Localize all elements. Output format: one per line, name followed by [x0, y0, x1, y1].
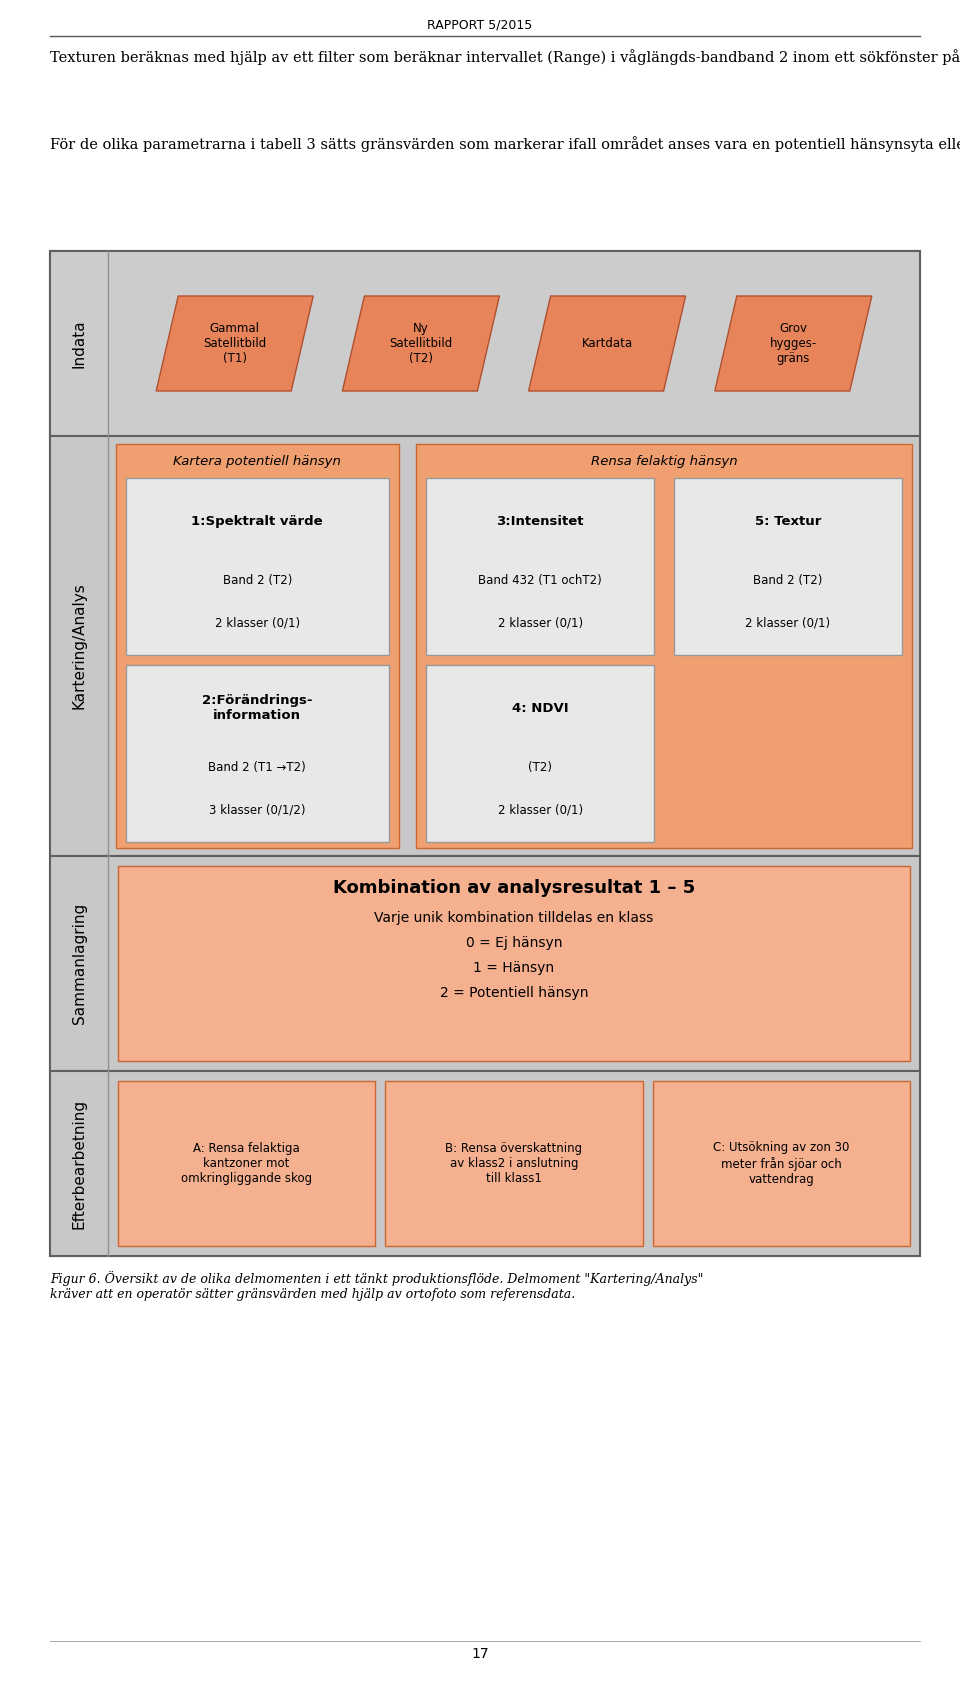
Text: 17: 17	[471, 1647, 489, 1661]
Bar	[118, 866, 910, 1060]
Bar	[116, 445, 398, 847]
Text: Texturen beräknas med hjälp av ett filter som beräknar intervallet (Range) i våg: Texturen beräknas med hjälp av ett filte…	[50, 49, 960, 64]
Bar	[50, 250, 920, 1256]
Text: Efterbearbetning: Efterbearbetning	[71, 1099, 86, 1229]
Text: Kombination av analysresultat 1 – 5: Kombination av analysresultat 1 – 5	[333, 879, 695, 896]
Text: Ny
Satellitbild
(T2): Ny Satellitbild (T2)	[389, 321, 452, 365]
Text: Rensa felaktig hänsyn: Rensa felaktig hänsyn	[590, 455, 737, 468]
Text: Band 2 (T2): Band 2 (T2)	[754, 575, 823, 587]
Polygon shape	[156, 296, 313, 391]
Text: Gammal
Satellitbild
(T1): Gammal Satellitbild (T1)	[204, 321, 266, 365]
Text: RAPPORT 5/2015: RAPPORT 5/2015	[427, 19, 533, 32]
Text: Band 432 (T1 ochT2): Band 432 (T1 ochT2)	[478, 575, 602, 587]
Text: 3 klasser (0/1/2): 3 klasser (0/1/2)	[209, 803, 305, 817]
Text: Kartera potentiell hänsyn: Kartera potentiell hänsyn	[174, 455, 341, 468]
Bar	[674, 479, 902, 654]
Text: 5: Textur: 5: Textur	[755, 514, 821, 528]
Text: 2:Förändrings-
information: 2:Förändrings- information	[202, 695, 313, 722]
Bar	[416, 445, 912, 847]
Text: 0 = Ej hänsyn: 0 = Ej hänsyn	[466, 937, 563, 950]
Text: 2 klasser (0/1): 2 klasser (0/1)	[497, 803, 583, 817]
Text: Figur 6. Översikt av de olika delmomenten i ett tänkt produktionsflöde. Delmomen: Figur 6. Översikt av de olika delmomente…	[50, 1272, 704, 1300]
Text: C: Utsökning av zon 30
meter från sjöar och
vattendrag: C: Utsökning av zon 30 meter från sjöar …	[713, 1141, 850, 1185]
Text: 1 = Hänsyn: 1 = Hänsyn	[473, 960, 555, 976]
Text: A: Rensa felaktiga
kantzoner mot
omkringliggande skog: A: Rensa felaktiga kantzoner mot omkring…	[181, 1141, 312, 1185]
Polygon shape	[343, 296, 499, 391]
Text: 1:Spektralt värde: 1:Spektralt värde	[191, 514, 324, 528]
Bar	[126, 479, 389, 654]
Bar	[50, 856, 920, 1070]
Text: För de olika parametrarna i tabell 3 sätts gränsvärden som markerar ifall område: För de olika parametrarna i tabell 3 sät…	[50, 135, 960, 152]
Bar	[126, 665, 389, 842]
Bar	[426, 665, 654, 842]
Bar	[118, 1081, 375, 1246]
Text: Indata: Indata	[71, 320, 86, 369]
Text: 2 klasser (0/1): 2 klasser (0/1)	[746, 617, 830, 629]
Bar	[426, 479, 654, 654]
Text: Kartdata: Kartdata	[582, 337, 633, 350]
Text: Varje unik kombination tilldelas en klass: Varje unik kombination tilldelas en klas…	[374, 911, 654, 925]
Text: Kartering/Analys: Kartering/Analys	[71, 583, 86, 710]
Bar	[50, 436, 920, 856]
Text: 2 klasser (0/1): 2 klasser (0/1)	[215, 617, 300, 629]
Text: 2 klasser (0/1): 2 klasser (0/1)	[497, 617, 583, 629]
Text: (T2): (T2)	[528, 761, 552, 774]
Bar	[385, 1081, 642, 1246]
Text: Band 2 (T1 →T2): Band 2 (T1 →T2)	[208, 761, 306, 774]
Text: 2 = Potentiell hänsyn: 2 = Potentiell hänsyn	[440, 986, 588, 999]
Polygon shape	[715, 296, 872, 391]
Bar	[50, 250, 920, 436]
Text: Band 2 (T2): Band 2 (T2)	[223, 575, 292, 587]
Bar	[653, 1081, 910, 1246]
Bar	[50, 1070, 920, 1256]
Text: 3:Intensitet: 3:Intensitet	[496, 514, 584, 528]
Text: Sammanlagring: Sammanlagring	[71, 903, 86, 1025]
Polygon shape	[529, 296, 685, 391]
Text: Grov
hygges-
gräns: Grov hygges- gräns	[770, 321, 817, 365]
Text: 4: NDVI: 4: NDVI	[512, 702, 568, 715]
Text: B: Rensa överskattning
av klass2 i anslutning
till klass1: B: Rensa överskattning av klass2 i anslu…	[445, 1141, 583, 1185]
